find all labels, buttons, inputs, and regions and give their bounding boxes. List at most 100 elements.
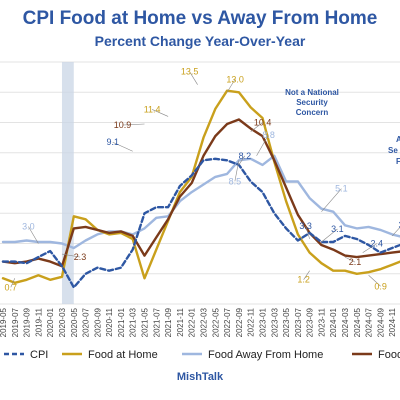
legend-item-food: Food [352,349,400,361]
label-leader [303,270,310,280]
label-leader [189,71,198,85]
x-tick-label: 2023-01 [258,307,267,337]
label-leader [362,243,377,253]
data-label: 8.2 [239,151,252,161]
annotation-right-3: F [396,157,400,166]
label-leader [234,160,240,182]
data-label: 10.9 [114,120,132,130]
x-tick-label: 2021-11 [176,307,185,336]
series-line-food [1,118,400,268]
data-label: 3.1 [331,224,344,234]
legend-label-food: Food [378,349,400,361]
x-tick-label: 2019-07 [11,307,20,337]
shaded-period [61,62,74,304]
x-tick-label: 2020-11 [105,307,114,336]
data-label: 2.1 [349,257,362,267]
legend-item-cpi: CPI [4,349,48,361]
x-tick-label: 2022-09 [235,307,244,337]
annotation-right-2: Se [388,146,398,155]
x-tick-label: 2019-11 [34,307,43,336]
x-tick-label: 2024-01 [329,307,338,337]
chart-subtitle: Percent Change Year-Over-Year [94,33,306,49]
data-label: 5.1 [335,184,348,194]
x-tick-label: 2024-11 [388,307,397,336]
x-tick-label: 2024-09 [376,307,385,337]
recession-shading [61,62,74,304]
data-label: 10.4 [254,118,272,128]
data-label: 0.7 [5,282,18,292]
series-line-food-at-home [1,89,400,284]
label-leader [344,256,356,263]
x-tick-label: 2023-11 [317,307,326,336]
data-label: 13.5 [181,67,199,77]
x-tick-label: 2022-01 [188,307,197,337]
label-leader [305,225,310,240]
label-leader [321,228,338,243]
x-tick-label: 2021-01 [117,307,126,337]
annotation-right-1: A [396,135,400,144]
label-leader [238,155,246,166]
data-label: 8.8 [262,130,275,140]
data-label: 1.2 [297,275,310,285]
legend-label-food-away: Food Away From Home [208,349,323,361]
x-tick-label: 2022-11 [247,307,256,336]
x-tick-label: 2023-05 [282,307,291,337]
label-leader [112,141,133,152]
x-tick-label: 2021-07 [152,307,161,337]
data-label: 8.5 [229,176,242,186]
x-tick-label: 2024-05 [353,307,362,337]
data-label: 3. [398,220,400,230]
label-leader [368,275,381,287]
label-leader [28,226,39,244]
data-label: 11.4 [144,104,161,114]
series-lines [1,89,400,289]
x-tick-label: 2022-05 [211,307,220,337]
x-tick-label: 2024-03 [341,307,350,337]
annotation: Not a National Security Concern A Se F [285,88,400,166]
label-leader [10,278,16,288]
x-tick-label: 2021-03 [129,307,138,337]
x-tick-label: 2020-09 [93,307,102,337]
data-label: 9.1 [106,137,119,147]
x-tick-label: 2022-03 [200,307,209,337]
x-tick-label: 2020-07 [82,307,91,337]
label-leader [122,123,145,126]
chart-title: CPI Food at Home vs Away From Home [22,8,378,29]
legend: CPI Food at Home Food Away From Home Foo… [4,349,400,361]
label-leader [256,134,269,156]
label-leader [151,109,169,117]
series-line-food-away-from-home [1,154,400,250]
data-label: 3.0 [22,222,35,232]
legend-item-food-away: Food Away From Home [182,349,323,361]
x-tick-label: 2023-09 [306,307,315,337]
label-leader [250,122,263,132]
series-line-cpi [1,157,400,289]
x-tick-label: 2024-07 [365,307,374,337]
data-label: 2.4 [370,239,383,249]
x-tick-label: 2021-05 [141,307,150,337]
label-leader [61,253,81,258]
x-tick-label: 2020-05 [70,307,79,337]
x-tick-label: 2019-09 [23,307,32,337]
x-axis-ticks: 2019-05 2019-07 2019-09 2019-11 2020-01 2020-… [0,307,397,337]
x-tick-label: 2021-09 [164,307,173,337]
data-label: 3.3 [299,221,312,231]
x-tick-label: 2023-03 [270,307,279,337]
legend-item-food-at-home: Food at Home [62,349,158,361]
x-tick-label: 2020-01 [46,307,55,337]
data-label: 13.0 [226,74,244,84]
legend-label-food-at-home: Food at Home [88,349,158,361]
label-leader [226,79,236,93]
data-label: 0.9 [374,281,387,291]
legend-label-cpi: CPI [30,349,48,361]
annotation-line-1: Not a National [285,88,339,97]
annotation-line-2: Security [296,98,328,107]
x-tick-label: 2019-05 [0,307,8,337]
label-leader [391,226,400,237]
data-label: 2.3 [74,252,87,262]
x-tick-label: 2022-07 [223,307,232,337]
label-leader [321,188,342,212]
brand-mark: MishTalk [177,371,224,383]
